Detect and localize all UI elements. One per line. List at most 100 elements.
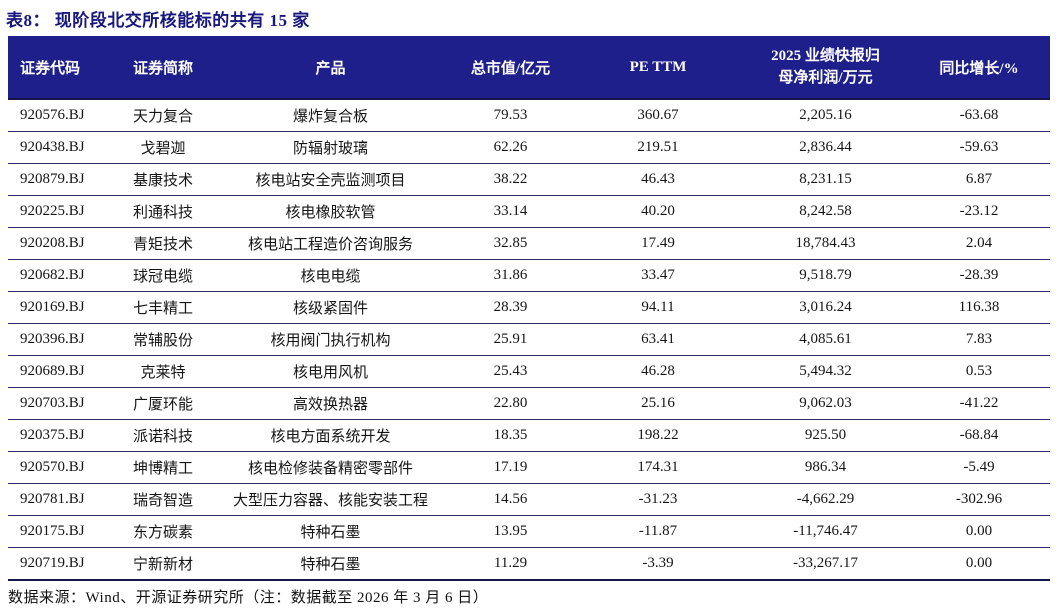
table-row: 920719.BJ 宁新新材 特种石墨 11.29 -3.39 -33,267.17 0.0… — [8, 548, 1050, 579]
cell-mcap: 31.86 — [493, 267, 528, 283]
header-pe: PE TTM — [629, 58, 687, 75]
cell-pe: -31.23 — [638, 491, 678, 507]
cell-name: 利通科技 — [132, 205, 193, 221]
cell-mcap: 17.19 — [493, 459, 528, 475]
cell-profit: -4,662.29 — [796, 491, 855, 507]
cell-pe: 94.11 — [641, 299, 675, 315]
cell-name: 常辅股份 — [132, 333, 193, 349]
table-row: 920682.BJ 球冠电缆 核电电缆 31.86 33.47 9,518.79 -28.3… — [8, 260, 1050, 292]
cell-mcap: 13.95 — [493, 523, 528, 539]
cell-pe: 198.22 — [637, 427, 679, 443]
cell-yoy: 6.87 — [965, 171, 993, 187]
cell-yoy: 0.53 — [965, 363, 993, 379]
cell-profit: 4,085.61 — [799, 331, 852, 347]
cell-yoy: 7.83 — [965, 331, 993, 347]
table-title: 表8： 现阶段北交所核能标的共有 15 家 — [6, 11, 310, 30]
cell-product: 核电站安全壳监测项目 — [255, 173, 406, 189]
cell-pe: 219.51 — [637, 139, 679, 155]
cell-profit: 925.50 — [804, 427, 847, 443]
cell-mcap: 18.35 — [493, 427, 528, 443]
cell-name: 派诺科技 — [132, 429, 193, 445]
cell-pe: 174.31 — [637, 459, 679, 475]
cell-name: 宁新新材 — [132, 557, 193, 573]
cell-mcap: 28.39 — [493, 299, 528, 315]
header-name: 证券简称 — [132, 60, 193, 77]
cell-profit: -11,746.47 — [793, 523, 858, 539]
table-row: 920438.BJ 戈碧迦 防辐射玻璃 62.26 219.51 2,836.44 -59.… — [8, 132, 1050, 164]
cell-profit: 9,062.03 — [799, 395, 852, 411]
cell-product: 核电方面系统开发 — [270, 429, 391, 445]
header-profit: 2025 业绩快报归 母净利润/万元 — [743, 45, 908, 89]
header-mcap: 总市值/亿元 — [470, 60, 551, 77]
cell-yoy: -302.96 — [955, 491, 1003, 507]
cell-product: 特种石墨 — [300, 525, 361, 541]
cell-product: 高效换热器 — [292, 397, 368, 413]
header-profit-line2: 母净利润/万元 — [778, 70, 873, 86]
cell-code: 920689.BJ — [20, 363, 85, 379]
cell-pe: 46.28 — [641, 363, 675, 379]
cell-code: 920375.BJ — [20, 427, 85, 443]
cell-name: 基康技术 — [132, 173, 193, 189]
data-source-note: 数据来源：Wind、开源证券研究所（注：数据截至 2026 年 3 月 6 日） — [8, 590, 489, 606]
cell-pe: -3.39 — [642, 555, 674, 571]
cell-code: 920879.BJ — [20, 171, 85, 187]
cell-pe: 17.49 — [641, 235, 675, 251]
cell-name: 球冠电缆 — [132, 269, 193, 285]
cell-product: 大型压力容器、核能安装工程 — [232, 493, 428, 509]
table-header-row: 证券代码 证券简称 产品 总市值/亿元 PE TTM 2025 业绩快报归 母净… — [8, 36, 1050, 100]
cell-product: 核级紧固件 — [292, 301, 368, 317]
cell-product: 核电检修装备精密零部件 — [247, 461, 413, 477]
cell-yoy: -68.84 — [959, 427, 999, 443]
cell-yoy: 0.00 — [965, 555, 993, 571]
cell-name: 天力复合 — [132, 109, 193, 125]
table-row: 920169.BJ 七丰精工 核级紧固件 28.39 94.11 3,016.24 116.… — [8, 292, 1050, 324]
cell-code: 920438.BJ — [20, 139, 85, 155]
table-row: 920175.BJ 东方碳素 特种石墨 13.95 -11.87 -11,746.47 0.… — [8, 516, 1050, 548]
cell-product: 爆炸复合板 — [292, 109, 368, 125]
header-code: 证券代码 — [20, 60, 81, 77]
cell-mcap: 22.80 — [493, 395, 528, 411]
header-profit-line1: 2025 业绩快报归 — [771, 48, 880, 64]
cell-code: 920225.BJ — [20, 203, 85, 219]
table-row: 920225.BJ 利通科技 核电橡胶软管 33.14 40.20 8,242.58 -23… — [8, 196, 1050, 228]
cell-mcap: 25.43 — [493, 363, 528, 379]
cell-profit: 8,242.58 — [799, 203, 852, 219]
cell-profit: 8,231.15 — [799, 171, 852, 187]
cell-profit: 18,784.43 — [795, 235, 856, 251]
cell-mcap: 14.56 — [493, 491, 528, 507]
cell-profit: 5,494.32 — [799, 363, 852, 379]
cell-yoy: -63.68 — [959, 107, 999, 123]
cell-name: 坤博精工 — [132, 461, 193, 477]
securities-table: 证券代码 证券简称 产品 总市值/亿元 PE TTM 2025 业绩快报归 母净… — [8, 36, 1050, 579]
cell-mcap: 79.53 — [493, 107, 528, 123]
cell-profit: 3,016.24 — [799, 299, 852, 315]
cell-mcap: 38.22 — [493, 171, 528, 187]
cell-mcap: 11.29 — [493, 555, 528, 571]
cell-product: 核电橡胶软管 — [285, 205, 376, 221]
cell-code: 920703.BJ — [20, 395, 85, 411]
cell-yoy: 116.38 — [958, 299, 1000, 315]
cell-name: 七丰精工 — [132, 301, 193, 317]
cell-pe: 33.47 — [641, 267, 675, 283]
table-row: 920396.BJ 常辅股份 核用阀门执行机构 25.91 63.41 4,085.61 7… — [8, 324, 1050, 356]
cell-product: 核电站工程造价咨询服务 — [247, 237, 413, 253]
table-row: 920375.BJ 派诺科技 核电方面系统开发 18.35 198.22 925.50 -6… — [8, 420, 1050, 452]
cell-code: 920576.BJ — [20, 107, 85, 123]
table-row: 920879.BJ 基康技术 核电站安全壳监测项目 38.22 46.43 8,231.1… — [8, 164, 1050, 196]
cell-yoy: -41.22 — [959, 395, 999, 411]
cell-product: 核电电缆 — [300, 269, 361, 285]
cell-profit: 2,205.16 — [799, 107, 852, 123]
cell-code: 920169.BJ — [20, 299, 85, 315]
table-row: 920689.BJ 克莱特 核电用风机 25.43 46.28 5,494.32 0.53 — [8, 356, 1050, 388]
cell-name: 青矩技术 — [132, 237, 193, 253]
cell-name: 戈碧迦 — [140, 141, 186, 157]
cell-pe: 40.20 — [641, 203, 675, 219]
cell-yoy: 0.00 — [965, 523, 993, 539]
header-yoy: 同比增长/% — [939, 60, 1019, 77]
cell-code: 920781.BJ — [20, 491, 85, 507]
cell-mcap: 33.14 — [493, 203, 528, 219]
cell-code: 920175.BJ — [20, 523, 85, 539]
cell-product: 核电用风机 — [292, 365, 368, 381]
cell-product: 核用阀门执行机构 — [270, 333, 391, 349]
